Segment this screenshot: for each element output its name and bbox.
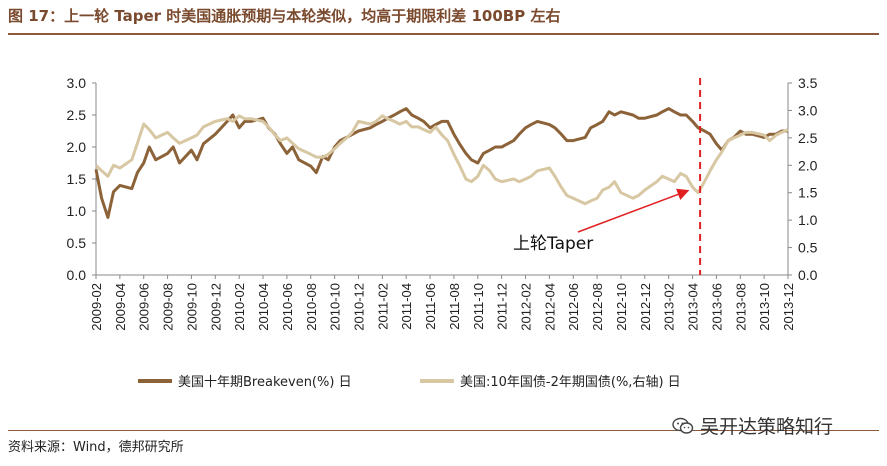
- x-tick-label: 2013-02: [662, 283, 677, 331]
- bottom-rule: [8, 430, 879, 431]
- y-right-tick-label: 3.0: [798, 102, 818, 118]
- x-tick-label: 2009-12: [208, 283, 223, 331]
- top-rule: [8, 33, 879, 35]
- x-tick-label: 2012-12: [638, 283, 653, 331]
- x-tick-label: 2010-10: [328, 283, 343, 331]
- x-tick-label: 2011-10: [471, 283, 486, 330]
- x-tick-label: 2009-02: [89, 283, 104, 331]
- x-tick-label: 2010-12: [351, 283, 366, 331]
- legend-label-breakeven: 美国十年期Breakeven(%) 日: [178, 375, 352, 390]
- figure-title: 图 17：上一轮 Taper 时美国通胀预期与本轮类似，均高于期限利差 100B…: [8, 7, 561, 25]
- annotation-arrow: [577, 188, 690, 233]
- x-tick-label: 2009-10: [184, 283, 199, 331]
- x-tick-label: 2011-12: [495, 283, 510, 330]
- series-breakeven-line: [94, 107, 788, 219]
- y-left-tick-label: 1.0: [67, 203, 87, 219]
- x-tick-label: 2013-06: [709, 283, 724, 331]
- y-left-tick-label: 3.0: [67, 75, 87, 91]
- x-tick-label: 2010-04: [256, 283, 271, 331]
- x-tick-label: 2012-08: [590, 283, 605, 331]
- y-right-tick-label: 3.5: [798, 75, 818, 91]
- x-tick-label: 2010-06: [280, 283, 295, 331]
- x-tick-label: 2013-04: [686, 283, 701, 331]
- x-tick-label: 2012-06: [566, 283, 581, 331]
- annotation-label: 上轮Taper: [513, 234, 593, 254]
- x-tick-label: 2009-04: [113, 283, 128, 331]
- watermark-text: 吴开达策略知行: [700, 416, 834, 438]
- x-tick-label: 2011-04: [399, 283, 414, 330]
- chart-canvas: 0.0 0.5 1.0 1.5 2.0 2.5 3.0 0.0 0.5 1.0 1.5 2.0 2.5 3…: [67, 75, 818, 390]
- wechat-icon: [672, 417, 694, 434]
- x-tick-label: 2009-06: [137, 283, 152, 331]
- x-tick-label: 2013-12: [781, 283, 796, 331]
- legend-label-term-spread: 美国:10年国债-2年期国债(%,右轴) 日: [460, 375, 681, 390]
- y-right-tick-label: 2.0: [798, 157, 818, 173]
- y-left-tick-label: 2.0: [67, 139, 87, 155]
- y-left-tick-label: 1.5: [67, 171, 87, 187]
- x-tick-label: 2009-08: [161, 283, 176, 331]
- y-right-tick-label: 2.5: [798, 130, 818, 146]
- series-term-spread-line: [94, 114, 789, 206]
- plot-area: 0.0 0.5 1.0 1.5 2.0 2.5 3.0 0.0 0.5 1.0 1.5 2.0 2.5 3…: [67, 75, 818, 390]
- y-right-tick-label: 0.5: [798, 240, 818, 256]
- y-left-tick-label: 0.0: [67, 267, 87, 283]
- y-right-tick-label: 1.0: [798, 212, 818, 228]
- x-tick-label: 2010-08: [304, 283, 319, 331]
- y-right-tick-label: 0.0: [798, 267, 818, 283]
- x-tick-label: 2011-06: [423, 283, 438, 330]
- y-right-tick-label: 1.5: [798, 185, 818, 201]
- y-left-tick-label: 2.5: [67, 107, 87, 123]
- watermark: 吴开达策略知行: [672, 412, 833, 439]
- x-tick-label: 2011-02: [375, 283, 390, 330]
- y-left-tick-label: 0.5: [67, 235, 87, 251]
- x-tick-label: 2012-10: [614, 283, 629, 331]
- x-tick-label: 2011-08: [447, 283, 462, 330]
- x-tick-label: 2012-04: [542, 283, 557, 331]
- x-tick-label: 2013-08: [733, 283, 748, 331]
- x-tick-label: 2010-02: [232, 283, 247, 331]
- x-tick-label: 2012-02: [519, 283, 534, 331]
- source-note: 资料来源：Wind，德邦研究所: [8, 440, 184, 455]
- x-tick-label: 2013-10: [757, 283, 772, 331]
